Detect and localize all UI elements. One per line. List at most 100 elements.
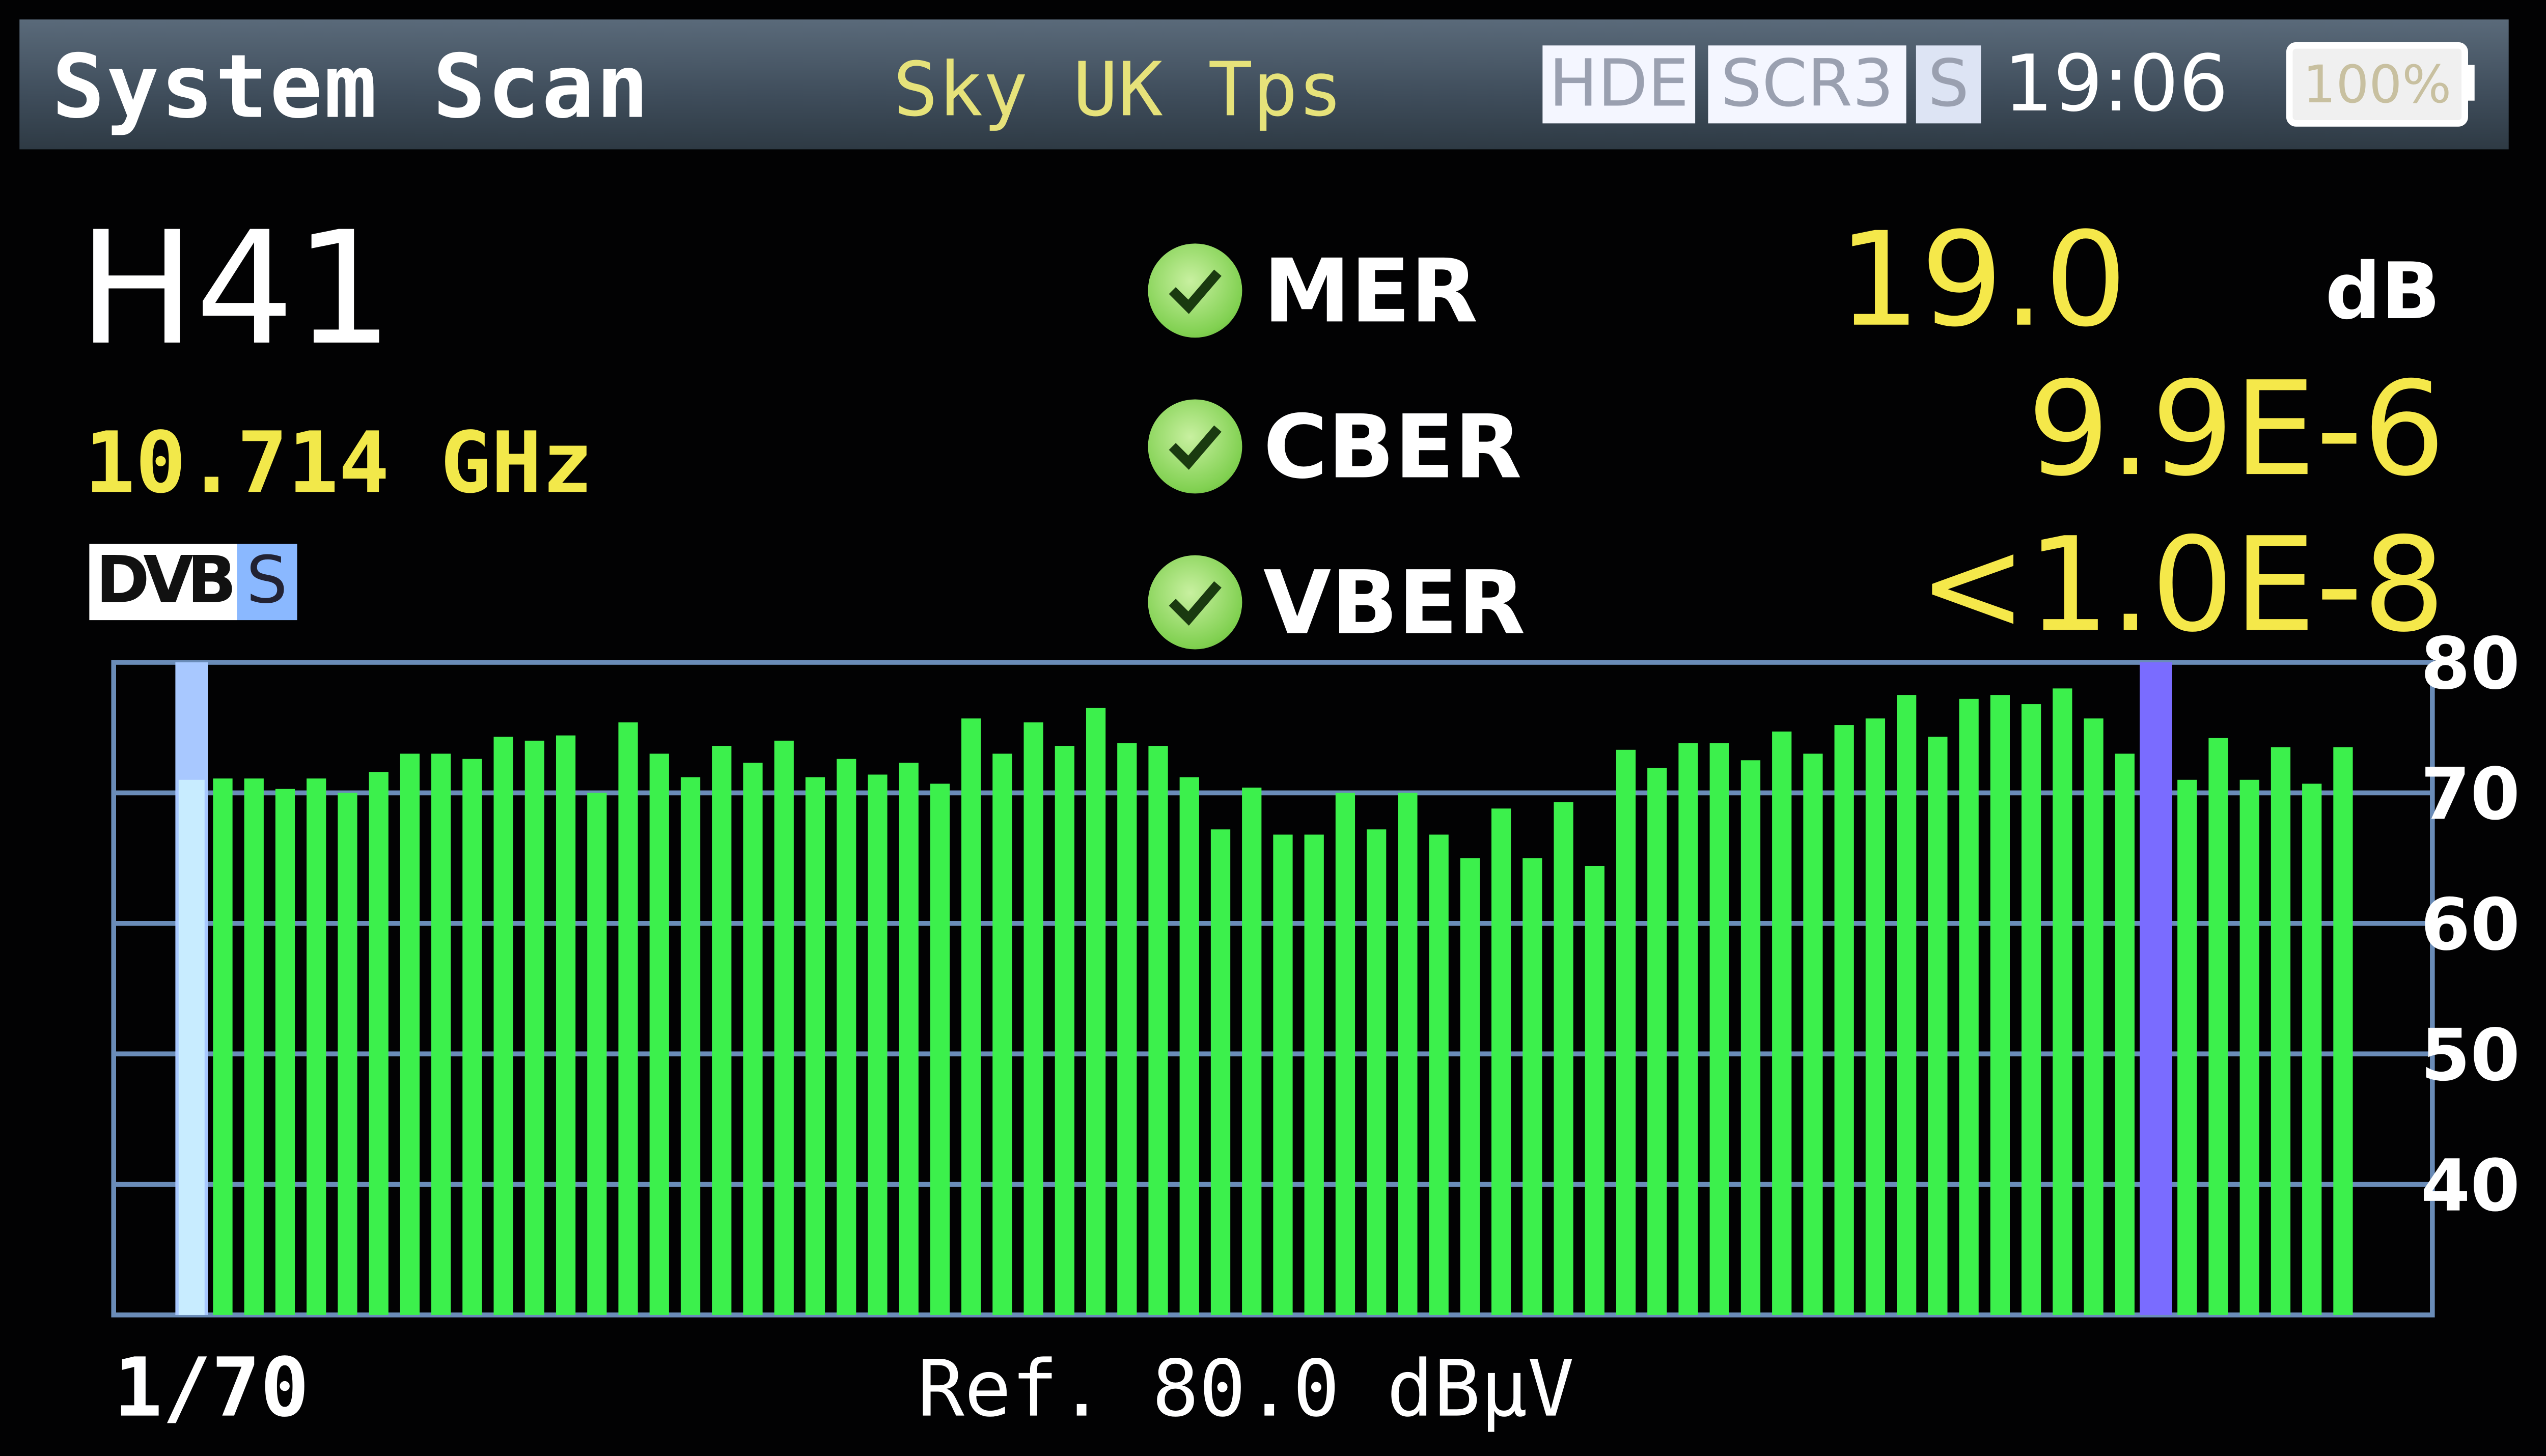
bar: [1709, 743, 1729, 1315]
bar: [2177, 779, 2197, 1315]
bar: [244, 778, 264, 1315]
bar: [1865, 718, 1886, 1315]
y-tick-label: 70: [2421, 753, 2520, 836]
bar: [2208, 738, 2228, 1315]
bar: [1273, 834, 1293, 1315]
bar: [2115, 753, 2135, 1315]
bar: [2271, 747, 2291, 1315]
bar: [213, 778, 233, 1315]
bar: [618, 722, 638, 1315]
bar: [275, 789, 295, 1315]
y-tick-label: 80: [2421, 623, 2520, 706]
bar: [1210, 829, 1231, 1315]
bar: [1117, 743, 1137, 1315]
clock: 19:06: [2003, 39, 2229, 130]
bar: [743, 763, 763, 1315]
bar: [1023, 722, 1043, 1315]
badge-scr: SCR3: [1708, 45, 1906, 124]
bar: [1554, 802, 1573, 1315]
bar: [1585, 865, 1604, 1315]
bar: [1523, 858, 1542, 1315]
bar: [899, 763, 919, 1315]
bar: [805, 777, 825, 1315]
bar: [649, 753, 669, 1315]
satellite-list-name: Sky UK Tps: [893, 45, 1343, 133]
bar: [1959, 698, 1979, 1315]
dvb-s-logo: DVB S: [89, 544, 297, 621]
bar: [493, 737, 513, 1315]
bar: [1772, 731, 1792, 1315]
check-icon: [1148, 555, 1242, 650]
bar: [1678, 743, 1698, 1315]
bar: [2302, 783, 2322, 1315]
bar: [338, 793, 357, 1315]
bar: [1491, 808, 1511, 1315]
channel-marker: [2140, 662, 2172, 1315]
bar: [2053, 688, 2072, 1315]
bar: [1803, 753, 1823, 1315]
check-icon: [1148, 399, 1242, 494]
battery-tip: [2461, 65, 2475, 101]
channel-frequency: 10.714 GHz: [84, 415, 593, 513]
bar: [524, 740, 544, 1315]
bar: [556, 735, 576, 1315]
bar: [431, 753, 451, 1315]
title-bar: System Scan Sky UK Tps HDE SCR3 S 19:06 …: [19, 19, 2509, 150]
badge-s: S: [1916, 45, 1981, 124]
bar: [2021, 704, 2041, 1315]
bar: [1429, 834, 1449, 1315]
bar: [2239, 779, 2259, 1315]
bar: [1086, 708, 1106, 1315]
bar: [1148, 746, 1168, 1315]
bar: [1304, 834, 1324, 1315]
vber-value: <1.0E-8: [1918, 510, 2446, 661]
bar: [587, 793, 607, 1315]
y-tick-label: 40: [2421, 1145, 2520, 1228]
bar: [868, 774, 888, 1315]
mer-unit: dB: [2325, 246, 2441, 338]
bar: [1460, 858, 1480, 1315]
bar: [774, 740, 794, 1315]
bar: [1990, 695, 2010, 1315]
bar: [1647, 768, 1667, 1315]
cber-label: CBER: [1263, 396, 1522, 498]
dvb-logo-text: DVB: [89, 544, 237, 621]
y-tick-label: 50: [2421, 1014, 2520, 1097]
mer-label: MER: [1263, 240, 1478, 343]
vber-label: VBER: [1263, 552, 1526, 655]
bar: [1055, 746, 1074, 1315]
bar: [2333, 747, 2353, 1315]
reference-level: Ref. 80.0 dBµV: [917, 1344, 1574, 1435]
bar: [1367, 829, 1387, 1315]
bar: [2084, 718, 2104, 1315]
bar: [961, 718, 981, 1315]
dvb-logo-suffix: S: [236, 544, 297, 621]
bar: [400, 753, 420, 1315]
check-icon: [1148, 243, 1242, 338]
bar: [307, 778, 326, 1315]
bar: [1242, 788, 1262, 1315]
bar: [1928, 737, 1948, 1315]
plot-frame: [111, 660, 2435, 1318]
badge-hde: HDE: [1542, 45, 1696, 124]
bar: [1897, 695, 1917, 1315]
bar: [680, 777, 701, 1315]
bar: [930, 783, 950, 1315]
cber-value: 9.9E-6: [2027, 354, 2446, 505]
bar: [1398, 793, 1418, 1315]
bar: [712, 746, 732, 1315]
battery-icon: 100%: [2286, 42, 2468, 127]
bar: [1740, 760, 1761, 1315]
bar: [992, 753, 1012, 1315]
bar: [462, 759, 482, 1315]
bar: [1616, 749, 1636, 1315]
mer-value: 19.0: [1838, 204, 2127, 356]
bar: [1834, 725, 1854, 1315]
bar: [178, 779, 205, 1315]
channel-name: H41: [78, 198, 394, 380]
bar: [369, 772, 389, 1315]
bar: [1179, 777, 1199, 1315]
bar: [837, 759, 856, 1315]
